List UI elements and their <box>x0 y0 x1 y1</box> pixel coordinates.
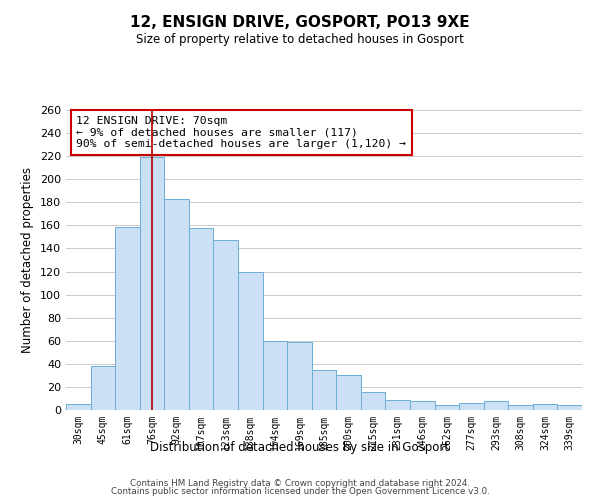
Text: Contains HM Land Registry data © Crown copyright and database right 2024.: Contains HM Land Registry data © Crown c… <box>130 478 470 488</box>
Bar <box>263 341 287 410</box>
Bar <box>557 406 582 410</box>
Bar <box>189 228 214 410</box>
Bar <box>214 240 238 410</box>
Bar <box>164 199 189 410</box>
Bar <box>238 272 263 410</box>
Bar <box>336 376 361 410</box>
Bar <box>508 406 533 410</box>
Text: Size of property relative to detached houses in Gosport: Size of property relative to detached ho… <box>136 32 464 46</box>
Bar <box>410 401 434 410</box>
Bar <box>459 403 484 410</box>
Text: Distribution of detached houses by size in Gosport: Distribution of detached houses by size … <box>151 441 449 454</box>
Bar <box>115 226 140 410</box>
Bar <box>91 366 115 410</box>
Bar <box>533 404 557 410</box>
Bar <box>434 406 459 410</box>
Text: Contains public sector information licensed under the Open Government Licence v3: Contains public sector information licen… <box>110 488 490 496</box>
Bar <box>66 404 91 410</box>
Y-axis label: Number of detached properties: Number of detached properties <box>22 167 34 353</box>
Text: 12, ENSIGN DRIVE, GOSPORT, PO13 9XE: 12, ENSIGN DRIVE, GOSPORT, PO13 9XE <box>130 15 470 30</box>
Bar <box>312 370 336 410</box>
Text: 12 ENSIGN DRIVE: 70sqm
← 9% of detached houses are smaller (117)
90% of semi-det: 12 ENSIGN DRIVE: 70sqm ← 9% of detached … <box>76 116 406 149</box>
Bar <box>385 400 410 410</box>
Bar <box>140 158 164 410</box>
Bar <box>287 342 312 410</box>
Bar <box>484 401 508 410</box>
Bar <box>361 392 385 410</box>
